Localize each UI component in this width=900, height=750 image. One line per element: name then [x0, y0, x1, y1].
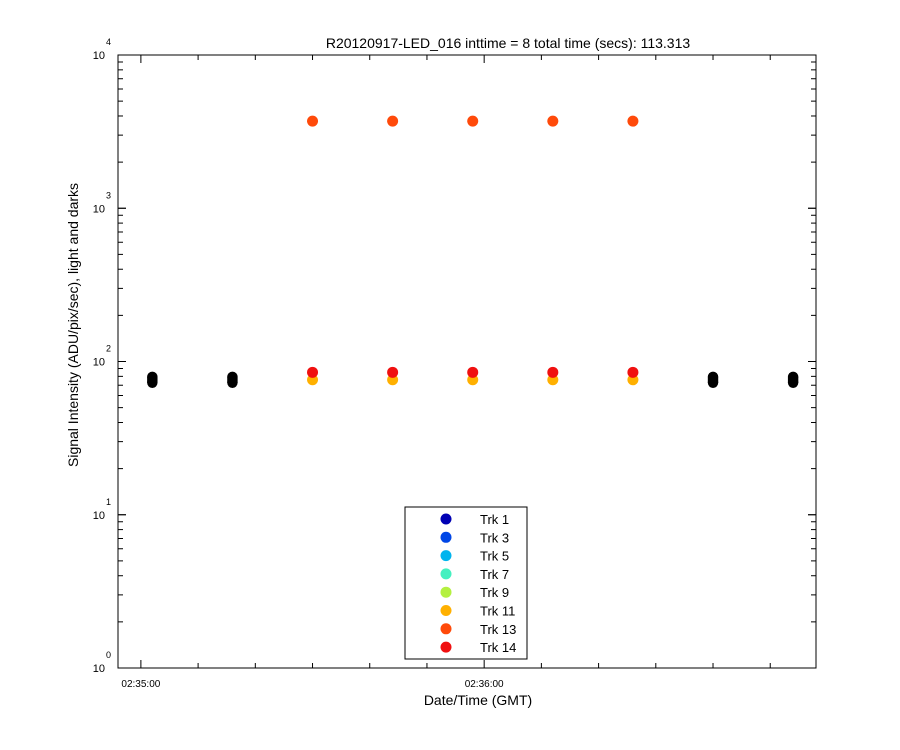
y-tick-label-base: 10	[93, 663, 105, 675]
legend-marker	[440, 568, 452, 580]
x-tick-label: 02:35:00	[121, 679, 160, 690]
x-axis-label: Date/Time (GMT)	[424, 692, 532, 708]
legend-box	[404, 506, 528, 660]
legend-label: Trk 9	[480, 585, 509, 600]
legend-label: Trk 1	[480, 512, 509, 527]
legend-item: Trk 13	[440, 622, 516, 637]
point-trk-14	[467, 366, 479, 378]
legend-marker	[440, 605, 452, 616]
y-tick-label-exponent: 3	[106, 190, 111, 200]
y-tick-label-base: 10	[93, 203, 105, 215]
y-tick-label-base: 10	[93, 510, 105, 522]
x-tick-label: 02:36:00	[465, 679, 504, 690]
y-tick-label: 102	[93, 344, 111, 369]
point-trk-13	[387, 115, 399, 127]
legend-item: Trk 11	[440, 604, 515, 619]
y-tick-label-exponent: 4	[106, 37, 111, 47]
point-trk-13	[467, 115, 479, 127]
legend-label: Trk 11	[480, 604, 515, 619]
legend-marker	[440, 586, 452, 598]
legend-marker	[440, 641, 452, 653]
legend-marker	[440, 513, 452, 525]
legend-label: Trk 5	[480, 549, 509, 564]
point-trk-13	[307, 115, 319, 127]
legend-label: Trk 3	[480, 530, 509, 545]
legend-item: Trk 5	[440, 549, 509, 564]
legend-label: Trk 7	[480, 567, 509, 582]
y-tick-label-base: 10	[93, 50, 105, 62]
point-trk-14	[547, 366, 559, 378]
dark-point	[707, 376, 719, 383]
legend-marker	[440, 623, 452, 635]
data-points	[147, 115, 799, 388]
legend-item: Trk 9	[440, 585, 509, 600]
y-tick-label: 103	[93, 190, 111, 215]
axes	[117, 54, 817, 669]
point-trk-14	[627, 366, 639, 378]
legend-label: Trk 14	[480, 640, 516, 655]
y-tick-label: 104	[93, 37, 111, 62]
point-trk-14	[307, 366, 319, 378]
point-trk-13	[627, 115, 639, 127]
legend: Trk 1 Trk 3 Trk 5 Trk 7 Trk 9 Trk 11 Trk 13 Trk…	[404, 506, 528, 660]
legend-label: Trk 13	[480, 622, 516, 637]
legend-marker	[440, 550, 452, 562]
dark-point	[787, 376, 799, 383]
y-axis-label: Signal Intensity (ADU/pix/sec), light an…	[65, 183, 81, 467]
y-tick-label-exponent: 2	[106, 344, 111, 354]
legend-item: Trk 14	[440, 640, 516, 655]
dark-point	[227, 376, 238, 383]
legend-item: Trk 7	[440, 567, 509, 582]
point-trk-13	[547, 115, 559, 127]
legend-item: Trk 1	[440, 512, 509, 527]
chart-title: R20120917-LED_016 inttime = 8 total time…	[326, 35, 691, 51]
y-tick-label-exponent: 0	[106, 650, 111, 660]
x-tick-labels: 02:35:00 02:36:00	[121, 679, 504, 690]
dark-point	[147, 376, 158, 383]
point-trk-14	[387, 366, 399, 378]
y-tick-label-exponent: 1	[106, 497, 111, 507]
y-tick-label: 100	[93, 650, 111, 675]
y-tick-label-base: 10	[93, 357, 105, 369]
legend-item: Trk 3	[440, 530, 509, 545]
legend-marker	[440, 531, 452, 543]
y-tick-label: 101	[93, 497, 111, 522]
